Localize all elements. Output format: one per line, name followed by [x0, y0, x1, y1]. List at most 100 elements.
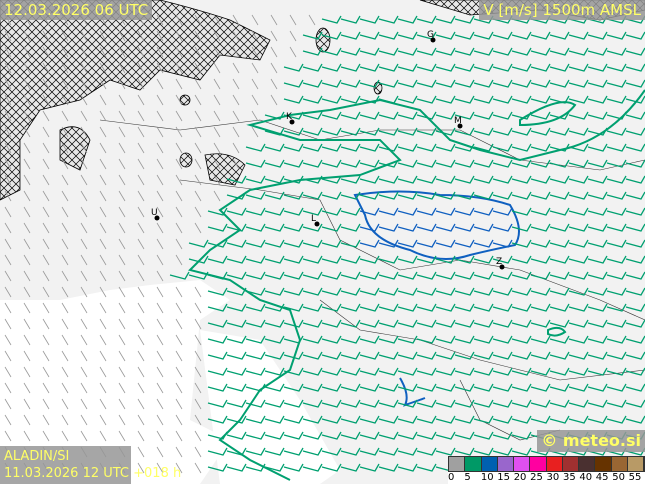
wind-barb — [302, 319, 323, 328]
wind-barb — [194, 30, 202, 42]
wind-barb — [340, 159, 361, 168]
wind-barb — [416, 175, 437, 184]
wind-barb — [340, 143, 361, 152]
wind-barb — [137, 94, 145, 106]
wind-barb — [42, 158, 50, 170]
wind-barb — [4, 430, 12, 442]
wind-barb — [302, 415, 323, 424]
wind-barb — [251, 126, 259, 138]
wind-barb — [454, 95, 475, 104]
city-marker — [499, 264, 505, 270]
wind-barb — [42, 430, 50, 442]
legend-swatch — [546, 457, 563, 471]
wind-barb — [99, 414, 107, 426]
wind-barb — [283, 63, 304, 72]
wind-barb — [207, 383, 228, 392]
wind-barb — [454, 335, 475, 344]
legend-swatch — [595, 457, 612, 471]
wind-barb — [492, 127, 513, 136]
wind-barb — [169, 271, 190, 280]
wind-barb — [378, 303, 399, 312]
wind-barb — [213, 110, 221, 122]
wind-barb — [245, 143, 266, 152]
wind-barb — [245, 191, 266, 200]
wind-barb — [99, 302, 107, 314]
wind-barb — [359, 63, 380, 72]
wind-barb — [137, 302, 145, 314]
wind-barb — [625, 415, 645, 424]
wind-barb — [606, 191, 627, 200]
wind-barb — [625, 47, 645, 56]
wind-barb — [397, 399, 418, 408]
wind-barb — [606, 175, 627, 184]
wind-barb — [213, 62, 221, 74]
legend-label: 30 — [546, 472, 560, 483]
wind-barb — [473, 415, 494, 424]
wind-barb — [4, 414, 12, 426]
wind-barb — [80, 30, 88, 42]
wind-barb — [4, 78, 12, 90]
wind-barb — [454, 191, 475, 200]
wind-barb — [23, 78, 31, 90]
wind-barb — [207, 303, 228, 312]
wind-barb — [492, 79, 513, 88]
wind-barb — [23, 350, 31, 362]
wind-barb — [207, 207, 228, 216]
wind-barb — [568, 319, 589, 328]
wind-barb — [23, 270, 31, 282]
wind-barb — [492, 31, 513, 40]
wind-barb — [568, 383, 589, 392]
wind-barb — [492, 431, 513, 440]
wind-barb — [454, 127, 475, 136]
wind-barb — [302, 431, 323, 440]
wind-barbs — [4, 14, 645, 474]
sea-area — [0, 280, 230, 484]
wind-barb — [397, 95, 418, 104]
wind-barb — [118, 158, 126, 170]
wind-barb — [264, 191, 285, 200]
wind-barb — [232, 110, 240, 122]
wind-barb — [435, 63, 456, 72]
legend-swatch — [611, 457, 628, 471]
wind-barb — [194, 414, 202, 426]
wind-barb — [416, 415, 437, 424]
wind-barb — [530, 335, 551, 344]
wind-barb — [302, 287, 323, 296]
wind-barb — [454, 143, 475, 152]
wind-barb — [283, 111, 304, 120]
wind-barb — [530, 303, 551, 312]
wind-barb — [568, 207, 589, 216]
wind-barb — [530, 111, 551, 120]
legend-labels: 0 5 10 15 20 25 30 35 40 45 50 55 — [448, 472, 645, 484]
wind-barb — [549, 191, 570, 200]
wind-barb — [530, 223, 551, 232]
wind-barb — [194, 14, 202, 26]
wind-barb — [99, 94, 107, 106]
wind-barb — [23, 398, 31, 410]
wind-barb — [416, 383, 437, 392]
wind-barb — [156, 414, 164, 426]
wind-barb — [4, 206, 12, 218]
wind-barb — [549, 383, 570, 392]
wind-barb — [511, 399, 532, 408]
wind-barb — [4, 382, 12, 394]
legend-label: 20 — [513, 472, 527, 483]
wind-barb — [454, 399, 475, 408]
wind-barb — [118, 318, 126, 330]
wind-barb — [530, 239, 551, 248]
valid-time-label: 12.03.2026 06 UTC — [0, 0, 153, 20]
wind-barb — [99, 190, 107, 202]
wind-barb — [156, 222, 164, 234]
wind-barb — [175, 350, 183, 362]
wind-barb — [194, 430, 202, 442]
wind-barb — [454, 255, 475, 264]
wind-barb — [397, 191, 418, 200]
wind-barb — [606, 367, 627, 376]
wind-barb — [378, 239, 399, 248]
wind-barb — [137, 238, 145, 250]
wind-barb — [302, 351, 323, 360]
legend-swatch — [562, 457, 579, 471]
wind-barb — [137, 222, 145, 234]
wind-barb — [283, 463, 304, 472]
wind-barb — [587, 335, 608, 344]
